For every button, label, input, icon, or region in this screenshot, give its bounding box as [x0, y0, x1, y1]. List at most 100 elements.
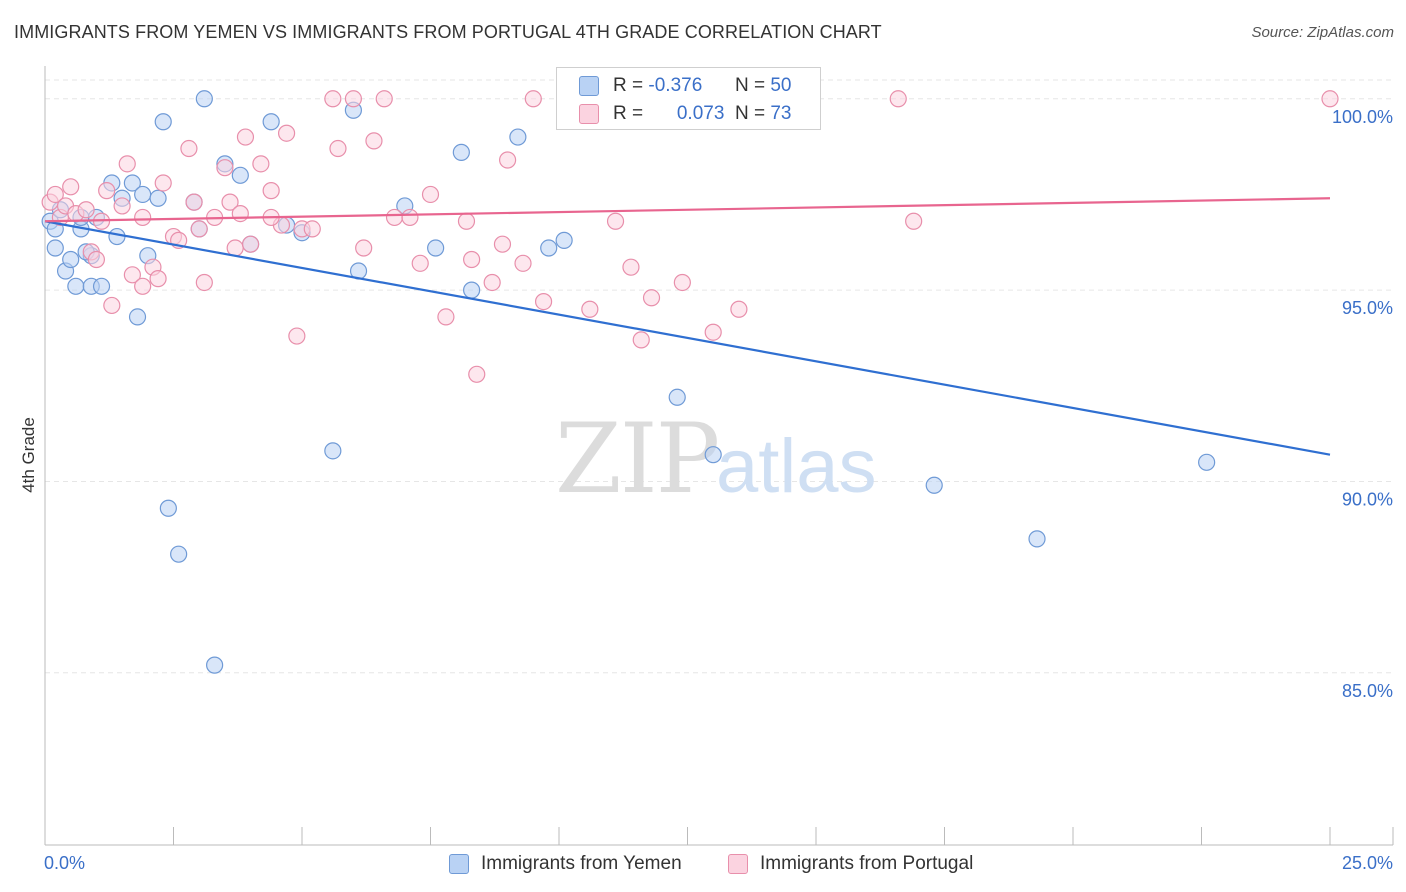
r-label: R =: [613, 103, 644, 124]
portugal-point: [154, 174, 172, 192]
legend-swatch-portugal: [728, 854, 748, 874]
portugal-point: [411, 254, 429, 272]
yemen-point: [108, 227, 126, 246]
yemen-point: [509, 128, 527, 146]
yemen-point: [195, 90, 213, 108]
portugal-point: [77, 201, 95, 219]
portugal-point: [457, 212, 476, 230]
portugal-point: [134, 208, 152, 227]
portugal-point: [277, 124, 296, 142]
portugal-trend-line: [44, 197, 1331, 223]
yemen-point: [123, 174, 141, 192]
y-tick-label: 100.0%: [1332, 107, 1393, 127]
portugal-point: [185, 193, 203, 211]
portugal-point: [401, 208, 419, 227]
portugal-point: [329, 139, 347, 158]
portugal-point: [468, 365, 486, 383]
portugal-point: [344, 90, 362, 108]
watermark: ZIP atlas: [555, 403, 877, 515]
legend-item-yemen: Immigrants from Yemen: [449, 852, 682, 876]
portugal-point: [103, 296, 121, 315]
portugal-point: [355, 239, 373, 257]
portugal-point: [118, 155, 136, 173]
stats-legend: R = -0.376 N = 50 R = 0.073 N = 73: [556, 67, 821, 130]
portugal-point: [303, 220, 321, 238]
portugal-point: [221, 193, 239, 211]
portugal-point: [889, 90, 907, 108]
portugal-point: [87, 250, 106, 269]
y-tick-label: 95.0%: [1342, 298, 1393, 318]
portugal-point: [514, 254, 532, 272]
yemen-point: [231, 166, 249, 184]
portugal-point: [704, 323, 722, 341]
yemen-point: [170, 545, 188, 563]
portugal-point: [123, 266, 141, 284]
chart-title: IMMIGRANTS FROM YEMEN VS IMMIGRANTS FROM…: [14, 22, 882, 42]
portugal-point: [673, 273, 691, 292]
portugal-point: [216, 159, 234, 177]
portugal-point: [463, 250, 481, 269]
yemen-point: [540, 239, 558, 257]
portugal-point: [730, 300, 748, 318]
portugal-point: [98, 182, 116, 200]
yemen-point: [1198, 453, 1216, 471]
stats-row-yemen: R = -0.376 N = 50: [579, 73, 791, 99]
portugal-point: [1321, 90, 1339, 108]
yemen-point: [62, 250, 80, 269]
yemen-point: [324, 442, 342, 460]
yemen-point: [67, 277, 85, 295]
portugal-point: [236, 128, 255, 146]
portugal-point: [252, 155, 270, 173]
legend-swatch-yemen: [449, 854, 469, 874]
yemen-point: [92, 277, 111, 295]
yemen-point: [262, 113, 280, 131]
portugal-point: [262, 182, 280, 200]
portugal-point: [288, 327, 306, 345]
portugal-point: [134, 277, 152, 295]
portugal-point: [180, 139, 198, 158]
yemen-point: [463, 281, 481, 299]
portugal-point: [499, 151, 517, 169]
n-label: N =: [734, 103, 766, 124]
chart-source: Source: ZipAtlas.com: [1251, 24, 1394, 41]
portugal-point: [632, 331, 650, 349]
n-value: 50: [770, 75, 792, 96]
legend-label-yemen: Immigrants from Yemen: [481, 853, 682, 874]
axis-labels: 4th Grade 0.0% 25.0% 85.0% 90.0% 95.0% 100.…: [19, 107, 1393, 873]
yemen-point: [668, 388, 686, 406]
yemen-point: [46, 239, 64, 257]
x-tick-label-max: 25.0%: [1342, 853, 1393, 873]
legend-label-portugal: Immigrants from Portugal: [760, 853, 974, 874]
yemen-point: [452, 143, 470, 161]
portugal-point: [113, 197, 131, 215]
portugal-point: [421, 185, 440, 204]
portugal-point: [226, 239, 244, 257]
portugal-point: [524, 90, 542, 108]
yemen-point: [704, 446, 722, 464]
yemen-point: [154, 113, 172, 131]
portugal-point: [534, 293, 553, 311]
n-label: N =: [734, 75, 766, 96]
portugal-point: [622, 258, 640, 276]
portugal-point: [606, 212, 625, 230]
yemen-swatch: [579, 76, 599, 96]
legend-item-portugal: Immigrants from Portugal: [728, 852, 973, 876]
yemen-trend-line: [44, 220, 1331, 456]
portugal-point: [190, 220, 208, 238]
portugal-point: [46, 185, 64, 204]
yemen-point: [1028, 530, 1046, 548]
watermark-zip: ZIP: [555, 403, 718, 515]
yemen-point: [149, 189, 167, 207]
portugal-point: [493, 235, 512, 253]
portugal-point: [905, 212, 923, 230]
y-tick-label: 90.0%: [1342, 489, 1393, 509]
stats-row-portugal: R = 0.073 N = 73: [579, 101, 791, 127]
data-points: [41, 90, 1339, 674]
portugal-point: [324, 90, 342, 108]
gridlines: [45, 79, 1393, 674]
trend-lines: [44, 197, 1331, 456]
portugal-point: [195, 273, 213, 292]
yemen-point: [159, 499, 177, 517]
r-value: -0.376: [648, 75, 703, 96]
